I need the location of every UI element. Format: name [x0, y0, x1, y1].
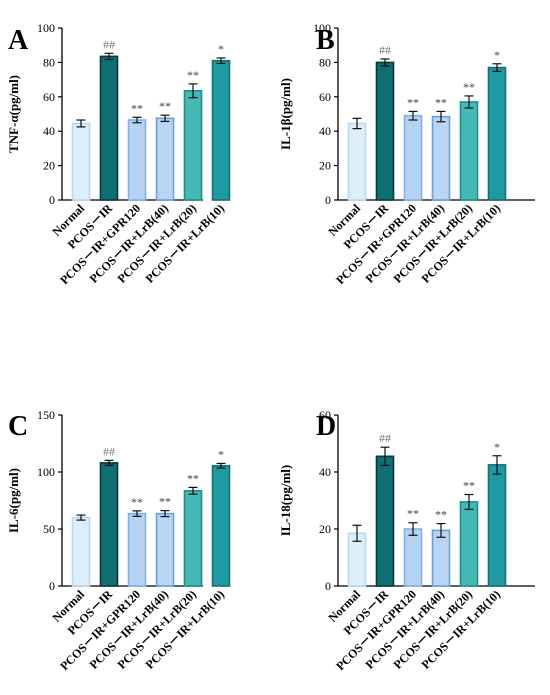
bar-1 [71, 122, 91, 201]
significance-label: ** [131, 101, 143, 115]
significance-label: ## [103, 37, 115, 51]
y-tick-label: 80 [319, 55, 331, 69]
chart-panel-c: CIL-6(pg/ml)050100150Normal##PCOS－IR**PC… [6, 408, 231, 673]
bar-5 [459, 501, 479, 587]
y-tick-label: 60 [319, 90, 331, 104]
significance-label: * [494, 48, 500, 62]
significance-label: ** [463, 80, 475, 94]
bar-4 [431, 115, 451, 201]
y-tick-label: 150 [37, 408, 55, 422]
bar-6 [211, 464, 231, 587]
significance-label: * [494, 440, 500, 454]
bar-6 [487, 464, 507, 587]
bar-4 [155, 512, 175, 587]
y-axis-label: IL-6(pg/ml) [6, 468, 21, 533]
significance-label: ** [407, 95, 419, 109]
y-tick-label: 0 [49, 193, 55, 207]
bar-4 [431, 529, 451, 587]
y-tick-label: 0 [325, 193, 331, 207]
y-axis-label: IL-1β(pg/ml) [278, 78, 293, 150]
y-tick-label: 0 [325, 579, 331, 593]
chart-panel-d: DIL-18(pg/ml)0204060Normal##PCOS－IR**PCO… [278, 408, 535, 673]
significance-label: ## [379, 431, 391, 445]
bar-3 [403, 114, 423, 201]
panel-label: A [8, 25, 29, 56]
bar-2 [99, 462, 119, 587]
bar-5 [183, 89, 203, 201]
significance-label: ** [159, 99, 171, 113]
y-tick-label: 20 [319, 522, 331, 536]
panel-label: B [316, 25, 335, 56]
y-tick-label: 100 [37, 465, 55, 479]
bar-3 [403, 528, 423, 587]
bar-6 [487, 66, 507, 201]
y-axis-label: TNF-α(pg/ml) [6, 75, 21, 153]
significance-label: * [218, 42, 224, 56]
bar-5 [459, 101, 479, 201]
bar-6 [211, 59, 231, 201]
significance-label: * [218, 447, 224, 461]
significance-label: ** [435, 508, 447, 522]
y-tick-label: 60 [43, 90, 55, 104]
y-tick-label: 60 [319, 408, 331, 422]
bar-2 [99, 55, 119, 201]
significance-label: ** [463, 479, 475, 493]
significance-label: ## [379, 43, 391, 57]
y-tick-label: 20 [43, 159, 55, 173]
chart-panel-b: BIL-1β(pg/ml)020406080100Normal##PCOS－IR… [278, 21, 535, 287]
y-axis-label: IL-18(pg/ml) [278, 465, 293, 537]
y-tick-label: 40 [319, 124, 331, 138]
panel-label: D [316, 411, 336, 442]
bar-5 [183, 490, 203, 587]
bar-3 [127, 119, 147, 201]
significance-label: ** [435, 95, 447, 109]
significance-label: ** [159, 495, 171, 509]
y-tick-label: 0 [49, 579, 55, 593]
y-tick-label: 80 [43, 55, 55, 69]
y-tick-label: 40 [319, 465, 331, 479]
y-tick-label: 20 [319, 159, 331, 173]
y-tick-label: 40 [43, 124, 55, 138]
y-tick-label: 100 [37, 21, 55, 35]
significance-label: ** [187, 471, 199, 485]
bar-3 [127, 512, 147, 587]
significance-label: ** [187, 68, 199, 82]
chart-panel-a: ATNF-α(pg/ml)020406080100Normal##PCOS－IR… [6, 21, 231, 287]
y-tick-label: 50 [43, 522, 55, 536]
significance-label: ** [131, 495, 143, 509]
panel-label: C [8, 411, 28, 442]
bar-4 [155, 117, 175, 201]
y-tick-label: 100 [313, 21, 331, 35]
bar-2 [375, 61, 395, 201]
significance-label: ## [103, 444, 115, 458]
bar-2 [375, 455, 395, 587]
bar-1 [347, 122, 367, 201]
significance-label: ** [407, 507, 419, 521]
bar-1 [71, 516, 91, 587]
